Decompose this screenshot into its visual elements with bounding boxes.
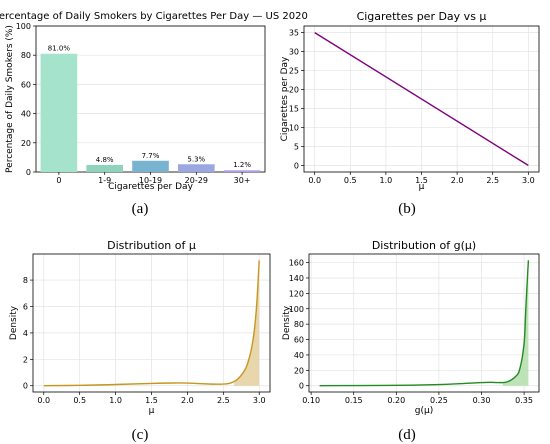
chart-title: Distribution of g(μ)	[372, 239, 476, 252]
x-axis-label: Cigarettes per Day	[108, 182, 193, 192]
y-tick-label: 0	[26, 168, 31, 177]
y-tick-label: 4	[23, 329, 28, 338]
y-tick-label: 10	[289, 123, 299, 132]
x-tick-label: 0.0	[37, 396, 50, 405]
y-tick-label: 2	[23, 355, 28, 364]
y-axis-label: Cigarettes per Day	[280, 56, 290, 141]
panel-label-a: (a)	[132, 201, 149, 217]
chart-d: 0.10 0.15 0.20 0.25 0.30 0.35 0 20 40 60 80 100 120 1…	[282, 239, 540, 416]
x-tick-label: 1-9	[98, 176, 111, 185]
y-tick-label: 20	[289, 86, 299, 95]
panel-label-c: (c)	[132, 427, 149, 443]
y-tick-label: 120	[289, 289, 304, 298]
bar	[132, 160, 169, 172]
bar	[40, 53, 78, 172]
series-line	[314, 32, 529, 166]
x-axis-label: g(μ)	[415, 406, 433, 416]
x-axis-label: μ	[149, 406, 155, 416]
x-tick-label: 2.5	[217, 396, 230, 405]
x-tick-label: 2.0	[181, 396, 194, 405]
x-tick-label: 0.35	[515, 396, 533, 405]
x-tick-label: 0.10	[302, 396, 320, 405]
chart-title: Distribution of μ	[107, 239, 196, 252]
y-tick-label: 100	[289, 305, 304, 314]
y-tick-label: 80	[21, 51, 31, 60]
bar	[177, 164, 215, 172]
axes-frame	[308, 253, 540, 393]
x-tick-label: 0.30	[473, 396, 491, 405]
x-tick-label: 0.5	[344, 176, 357, 185]
x-tick-label: 1.5	[145, 396, 158, 405]
panel-label-d: (d)	[398, 427, 416, 443]
x-tick-label: 0	[56, 176, 61, 185]
chart-c: 0.0 0.5 1.0 1.5 2.0 2.5 3.0 0 2 4 6 8 Distribution o…	[9, 239, 271, 416]
chart-b: 0.0 0.5 1.0 1.5 2.0 2.5 3.0 0 5 10 15 20 25 30 35 Cigar…	[280, 10, 540, 192]
y-tick-label: 8	[23, 276, 28, 285]
chart-title: Cigarettes per Day vs μ	[357, 10, 487, 23]
x-tick-label: 1.0	[380, 176, 393, 185]
y-axis-label: Density	[282, 305, 292, 340]
y-tick-label: 80	[294, 320, 304, 329]
data-label: 4.8%	[96, 156, 114, 164]
axes-frame	[32, 253, 271, 393]
y-tick-label: 6	[23, 302, 28, 311]
x-tick-label: 10-19	[139, 176, 162, 185]
y-tick-label: 60	[294, 336, 304, 345]
x-tick-label: 2.5	[486, 176, 499, 185]
y-tick-label: 5	[294, 142, 299, 151]
data-label: 81.0%	[48, 45, 71, 53]
y-tick-label: 15	[289, 104, 299, 113]
y-axis-label: Percentage of Daily Smokers (%)	[5, 25, 15, 173]
y-tick-label: 20	[294, 366, 304, 375]
density-fill	[234, 260, 260, 386]
data-label: 5.3%	[187, 155, 205, 163]
y-tick-label: 40	[21, 110, 31, 119]
x-tick-label: 1.0	[109, 396, 122, 405]
x-tick-label: 0.5	[73, 396, 86, 405]
y-tick-label: 20	[21, 139, 31, 148]
series-line	[43, 260, 260, 387]
y-tick-label: 60	[21, 80, 31, 89]
y-tick-label: 100	[16, 22, 31, 31]
x-tick-label: 2.0	[451, 176, 464, 185]
chart-a: 020406080100081.0%1-94.8%10-197.7%20-295…	[0, 11, 308, 192]
y-tick-label: 160	[289, 259, 304, 268]
y-tick-label: 30	[289, 48, 299, 57]
x-tick-label: 0.25	[430, 396, 448, 405]
y-tick-label: 140	[289, 274, 304, 283]
axes-frame	[303, 25, 540, 173]
x-tick-label: 0.20	[387, 396, 405, 405]
chart-title: Percentage of Daily Smokers by Cigarette…	[0, 11, 308, 22]
x-tick-label: 3.0	[522, 176, 535, 185]
panel-label-b: (b)	[398, 201, 416, 217]
y-tick-label: 40	[294, 351, 304, 360]
x-tick-label: 30+	[234, 176, 251, 185]
y-tick-label: 0	[294, 161, 299, 170]
data-label: 7.7%	[142, 152, 160, 160]
x-tick-label: 0.15	[345, 396, 363, 405]
y-tick-label: 0	[23, 382, 28, 391]
bar	[86, 164, 124, 172]
data-label: 1.2%	[233, 161, 251, 169]
x-tick-label: 20-29	[185, 176, 208, 185]
series-line	[319, 260, 530, 387]
bar	[223, 170, 261, 172]
y-tick-label: 35	[289, 29, 299, 38]
x-tick-label: 0.0	[308, 176, 321, 185]
x-tick-label: 1.5	[415, 176, 428, 185]
x-tick-label: 3.0	[253, 396, 266, 405]
y-axis-label: Density	[9, 305, 19, 340]
x-axis-label: μ	[419, 182, 425, 192]
y-tick-label: 25	[289, 67, 299, 76]
density-fill	[502, 260, 529, 386]
y-tick-label: 0	[299, 382, 304, 391]
